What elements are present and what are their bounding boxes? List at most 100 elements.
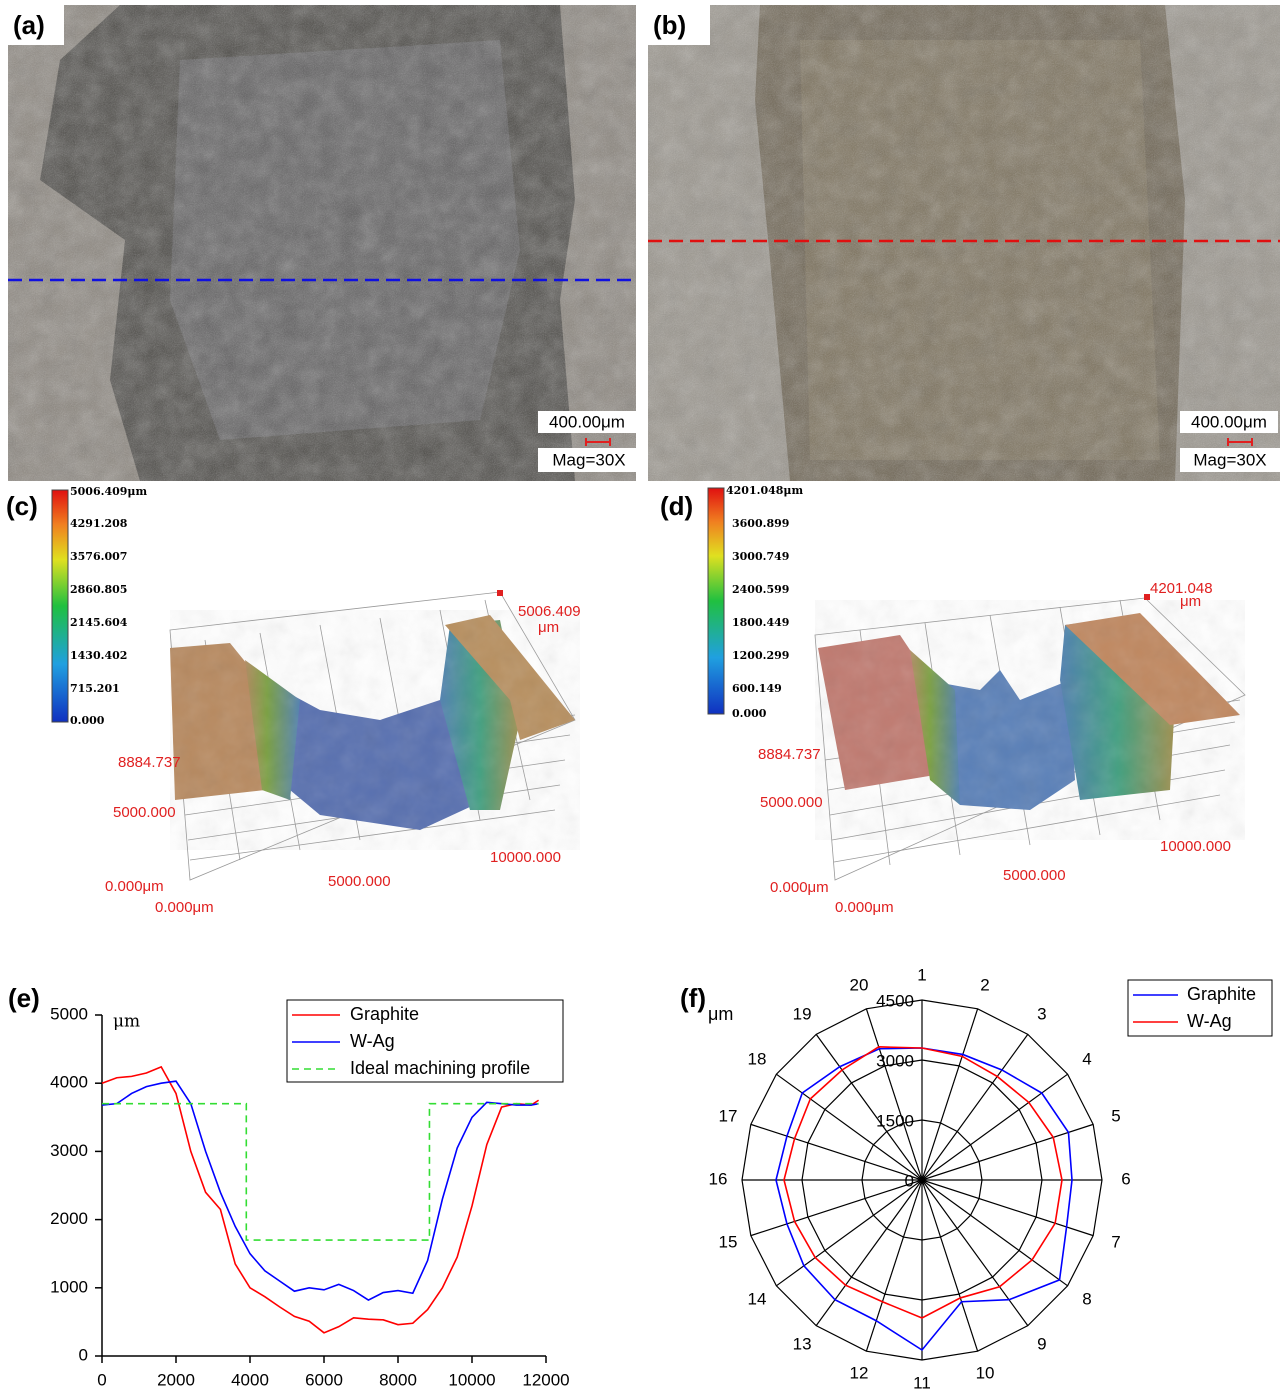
x-tick-label: 10000 — [448, 1370, 495, 1389]
axis-text: 5006.409 — [518, 603, 581, 620]
panel-label: (f) — [680, 983, 706, 1013]
colorbar-label: 3000.749 — [732, 550, 789, 563]
legend-label: W-Ag — [350, 1031, 395, 1051]
r-tick-label: 3000 — [876, 1051, 914, 1070]
y-tick-label: 1000 — [50, 1277, 88, 1296]
series-line — [102, 1081, 539, 1300]
legend-label: Graphite — [1187, 984, 1256, 1004]
y-tick-label: 0 — [79, 1345, 88, 1364]
category-label: 15 — [719, 1233, 738, 1252]
colorbar-label: 0.000 — [70, 714, 105, 727]
category-label: 4 — [1082, 1050, 1091, 1069]
category-label: 3 — [1037, 1004, 1046, 1023]
colorbar-label: 715.201 — [70, 682, 120, 695]
x-tick-label: 8000 — [379, 1370, 417, 1389]
spoke — [922, 1180, 978, 1351]
colorbar-label: 2145.604 — [70, 616, 128, 629]
colorbar-label: 0.000 — [732, 707, 767, 720]
panel-label: (b) — [653, 10, 686, 40]
x-tick-label: 0 — [97, 1370, 106, 1389]
category-label: 19 — [793, 1004, 812, 1023]
colorbar-label: 4291.208 — [70, 517, 128, 530]
surface-d: (d) 4201.048μm 3600.899 3000.749 2400.59… — [660, 484, 1245, 916]
r-tick-label: 0 — [905, 1171, 914, 1190]
axis-text: 5000.000 — [760, 794, 823, 811]
x-tick-label: 6000 — [305, 1370, 343, 1389]
category-label: 20 — [849, 975, 868, 994]
spoke — [922, 1034, 1028, 1180]
x-tick-label: 2000 — [157, 1370, 195, 1389]
category-label: 12 — [849, 1363, 868, 1382]
axis-text: 10000.000 — [490, 849, 561, 866]
axis-text: 0.000μm — [835, 899, 894, 916]
r-tick-label: 4500 — [876, 991, 914, 1010]
scale-bar-label: 400.00μm — [1191, 412, 1267, 431]
category-label: 8 — [1082, 1289, 1091, 1308]
spoke — [922, 1009, 978, 1180]
y-axis-label: μm — [113, 1012, 140, 1032]
colorbar-labels: 4201.048μm 3600.899 3000.749 2400.599 18… — [726, 484, 803, 720]
spoke — [922, 1180, 1068, 1286]
colorbar-label: 1430.402 — [70, 649, 127, 662]
y-tick-label: 2000 — [50, 1209, 88, 1228]
axis-text: 0.000μm — [105, 878, 164, 895]
x-tick-label: 12000 — [522, 1370, 569, 1389]
spoke — [866, 1009, 922, 1180]
y-tick-label: 4000 — [50, 1073, 88, 1092]
category-label: 13 — [793, 1335, 812, 1354]
axis-text: 10000.000 — [1160, 838, 1231, 855]
axis-text: μm — [538, 619, 559, 636]
spoke — [751, 1180, 922, 1236]
colorbar-label: 1800.449 — [732, 616, 789, 629]
category-label: 10 — [976, 1363, 995, 1382]
photo-a: (a) 400.00μm Mag=30X — [8, 5, 640, 481]
legend-label: Graphite — [350, 1004, 419, 1024]
magnification: Mag=30X — [552, 450, 625, 469]
colorbar-label: 600.149 — [732, 682, 782, 695]
category-label: 5 — [1111, 1106, 1120, 1125]
category-label: 18 — [747, 1050, 766, 1069]
category-label: 16 — [709, 1169, 728, 1188]
spoke — [751, 1124, 922, 1180]
panel-label: (c) — [6, 491, 38, 521]
y-tick-label: 3000 — [50, 1141, 88, 1160]
spoke — [866, 1180, 922, 1351]
panel-label: (d) — [660, 491, 693, 521]
colorbar-label: 1200.299 — [732, 649, 789, 662]
category-label: 17 — [719, 1106, 738, 1125]
colorbar-label: 4201.048μm — [726, 484, 803, 497]
axis-text: 0.000μm — [155, 899, 214, 916]
series-line — [102, 1067, 539, 1333]
spoke — [816, 1180, 922, 1326]
axis-text: 5000.000 — [113, 804, 176, 821]
r-tick-label: 1500 — [876, 1111, 914, 1130]
spoke — [776, 1180, 922, 1286]
magnification: Mag=30X — [1193, 450, 1266, 469]
spoke — [922, 1124, 1093, 1180]
category-label: 7 — [1111, 1233, 1120, 1252]
category-label: 6 — [1121, 1169, 1130, 1188]
legend-label: Ideal machining profile — [350, 1058, 530, 1078]
panel-label: (e) — [8, 983, 40, 1013]
colorbar-labels: 5006.409μm 4291.208 3576.007 2860.805 21… — [70, 485, 147, 727]
axis-text: 0.000μm — [770, 879, 829, 896]
series-line — [776, 1048, 1072, 1350]
category-label: 14 — [747, 1289, 766, 1308]
axis-text: 8884.737 — [758, 746, 821, 763]
spoke — [922, 1180, 1028, 1326]
category-label: 9 — [1037, 1335, 1046, 1354]
axis-text: 5000.000 — [328, 873, 391, 890]
axis-text: μm — [1180, 593, 1201, 610]
category-label: 11 — [913, 1373, 931, 1392]
x-tick-label: 4000 — [231, 1370, 269, 1389]
colorbar-label: 5006.409μm — [70, 485, 147, 498]
r-axis-label: μm — [708, 1004, 733, 1024]
panel-label: (a) — [13, 10, 45, 40]
spoke — [922, 1180, 1093, 1236]
legend-label: W-Ag — [1187, 1011, 1232, 1031]
y-tick-label: 5000 — [50, 1004, 88, 1023]
colorbar-label: 3576.007 — [70, 550, 127, 563]
colorbar-label: 2400.599 — [732, 583, 789, 596]
scale-bar-label: 400.00μm — [549, 412, 625, 431]
series-line — [102, 1104, 539, 1240]
